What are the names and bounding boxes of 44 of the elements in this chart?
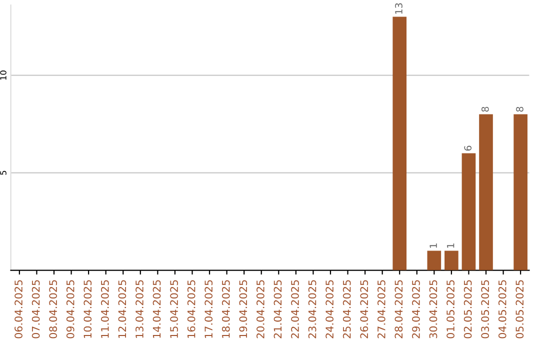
x-tick-label: 12.04.2025 <box>118 280 126 338</box>
x-tick-label: 06.04.2025 <box>14 280 22 338</box>
bar <box>427 250 442 270</box>
x-tick-label: 27.04.2025 <box>377 280 386 338</box>
data-label: 6 <box>464 146 472 151</box>
x-tick-label: 03.05.2025 <box>481 280 490 338</box>
bar <box>392 16 407 270</box>
x-tick-label: 25.04.2025 <box>342 280 351 338</box>
x-tick-label: 10.04.2025 <box>84 280 92 338</box>
x-tick-label: 21.04.2025 <box>274 280 282 338</box>
x-tick-label: 04.05.2025 <box>498 280 506 338</box>
bar <box>444 250 458 270</box>
x-tick-label: 30.04.2025 <box>429 280 438 338</box>
x-tick-label: 08.04.2025 <box>49 280 58 338</box>
x-tick-label: 18.04.2025 <box>222 280 230 338</box>
x-tick-label: 28.04.2025 <box>394 280 403 338</box>
x-tick-label: 24.04.2025 <box>326 280 334 338</box>
x-tick-label: 17.04.2025 <box>204 280 213 338</box>
x-tick-label: 23.04.2025 <box>308 280 316 338</box>
x-tick-label: 05.05.2025 <box>516 280 524 338</box>
x-tick-label: 22.04.2025 <box>291 280 299 338</box>
x-tick-label: 20.04.2025 <box>256 280 264 338</box>
data-label: 8 <box>481 106 489 112</box>
data-label: 13 <box>395 3 402 14</box>
x-tick-label: 19.04.2025 <box>239 280 248 338</box>
x-tick-label: 29.04.2025 <box>412 280 420 338</box>
x-tick-label: 09.04.2025 <box>66 280 74 338</box>
y-tick-label: 10 <box>0 70 6 80</box>
data-label: 1 <box>430 244 437 248</box>
bar <box>514 114 528 270</box>
data-label: 8 <box>516 106 524 112</box>
x-tick-label: 01.05.2025 <box>446 280 454 338</box>
x-tick-label: 13.04.2025 <box>136 280 144 338</box>
x-tick-label: 11.04.2025 <box>100 280 109 338</box>
x-tick-label: 15.04.2025 <box>170 280 178 338</box>
x-tick-label: 26.04.2025 <box>360 280 368 338</box>
bar <box>479 114 493 270</box>
data-label: 1 <box>447 244 454 248</box>
y-tick-label: 5 <box>0 170 6 175</box>
x-tick-label: 16.04.2025 <box>187 280 196 338</box>
bar <box>462 153 476 270</box>
x-tick-label: 14.04.2025 <box>152 280 161 338</box>
x-tick-label: 07.04.2025 <box>32 280 40 338</box>
x-tick-label: 02.05.2025 <box>464 280 472 338</box>
